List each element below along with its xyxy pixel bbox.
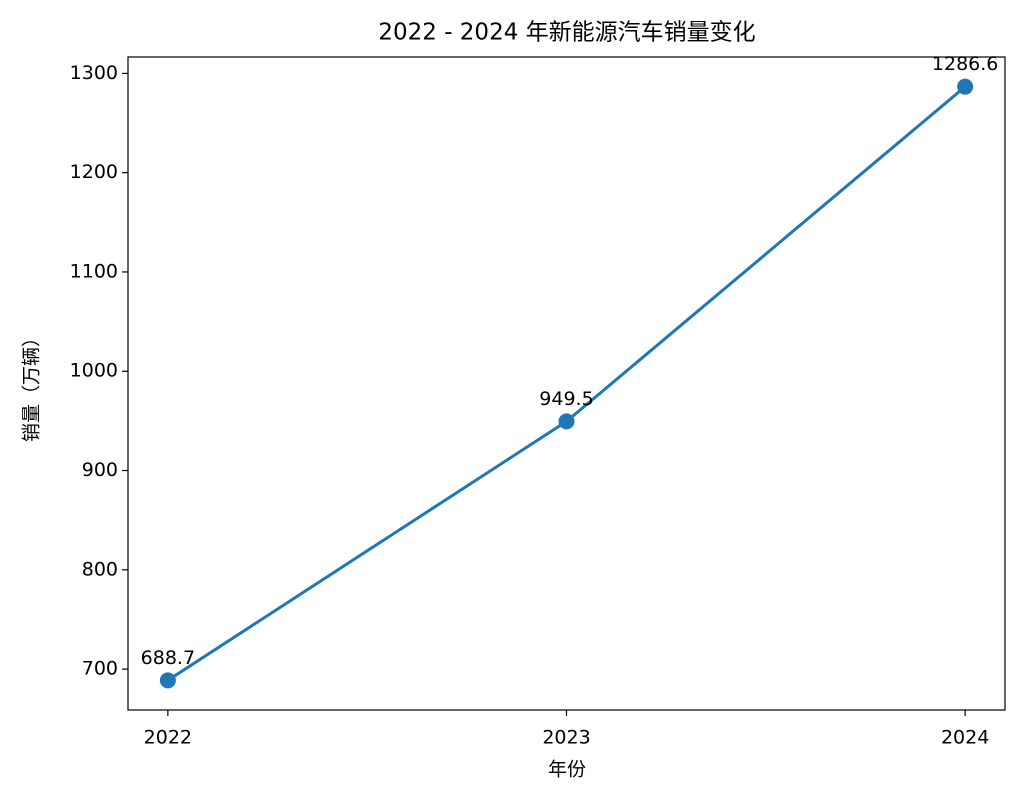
y-tick-label: 700	[82, 658, 118, 680]
x-axis-label: 年份	[548, 759, 586, 781]
y-tick-label: 1300	[70, 62, 118, 84]
y-tick-label: 800	[82, 558, 118, 580]
chart-title: 2022 - 2024 年新能源汽车销量变化	[378, 20, 755, 46]
y-tick-label: 1100	[70, 260, 118, 282]
y-tick-label: 1200	[70, 161, 118, 183]
data-point	[159, 672, 176, 689]
y-tick-label: 1000	[70, 360, 118, 382]
data-point	[558, 413, 575, 430]
data-label: 949.5	[539, 388, 593, 410]
data-point	[957, 78, 974, 95]
y-tick-label: 900	[82, 459, 118, 481]
x-tick-label: 2024	[941, 727, 989, 749]
plot-frame	[127, 56, 1006, 711]
data-label: 688.7	[141, 647, 195, 669]
x-tick-label: 2022	[144, 727, 192, 749]
x-tick-label: 2023	[542, 727, 590, 749]
y-axis-label: 销量（万辆）	[21, 328, 43, 442]
data-label: 1286.6	[932, 53, 998, 75]
